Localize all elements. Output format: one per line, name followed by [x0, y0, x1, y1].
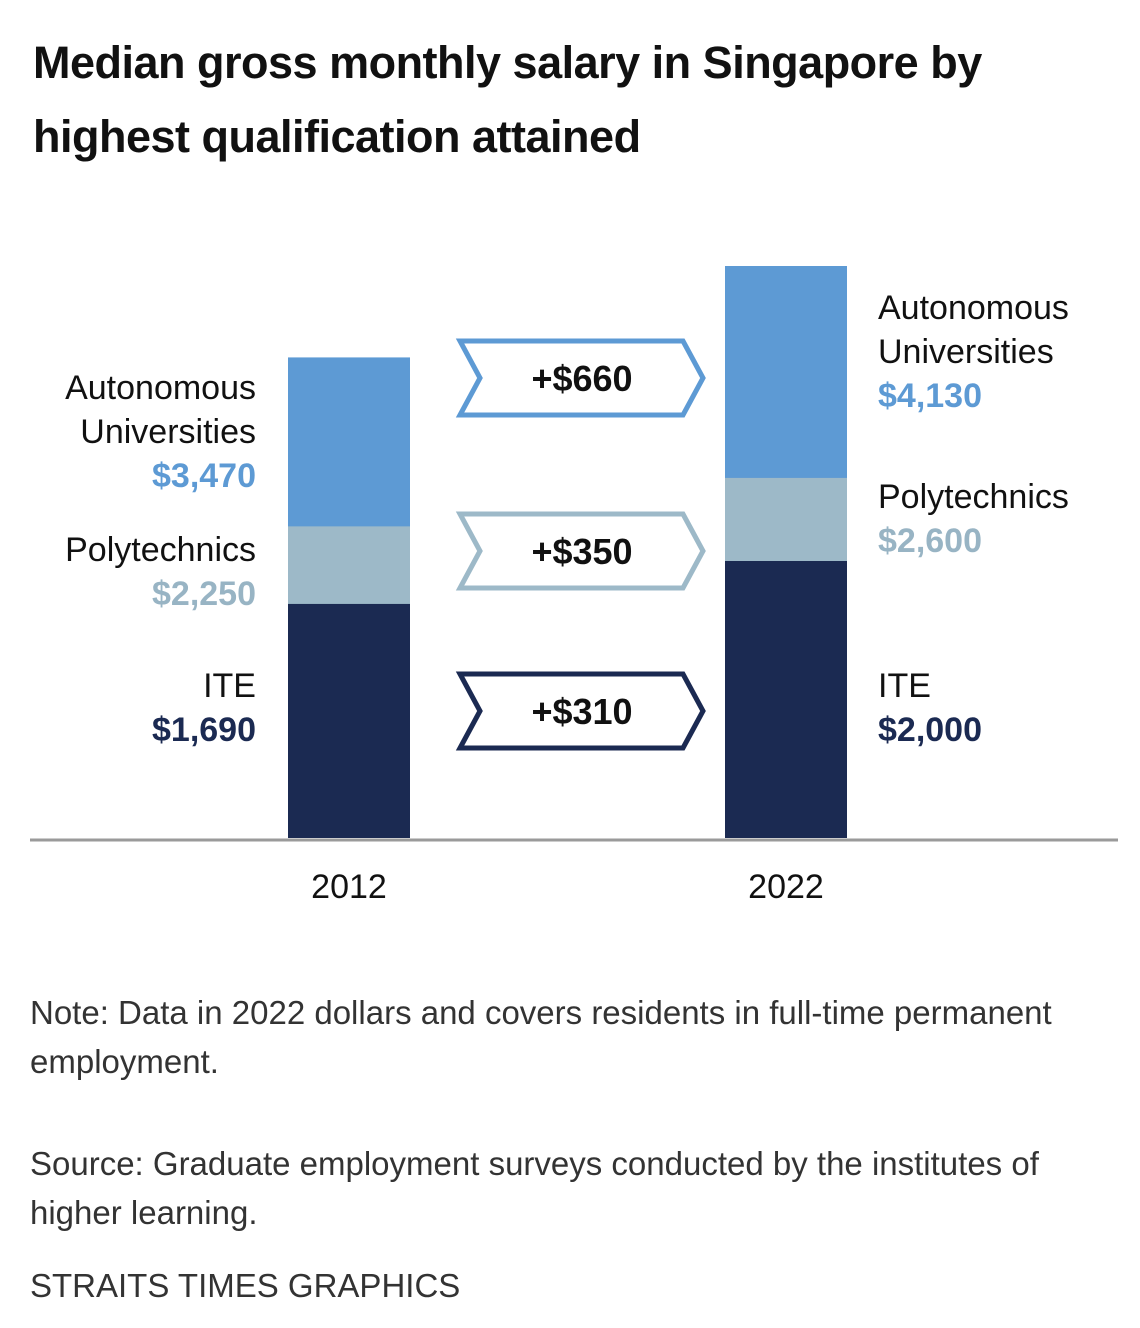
change-arrow [455, 671, 706, 751]
x-tick-label: 2012 [311, 868, 387, 906]
change-arrow [455, 338, 706, 418]
x-tick-label: 2022 [748, 868, 824, 906]
chart-title: Median gross monthly salary in Singapore… [33, 37, 982, 162]
legend-label: ITE [203, 667, 256, 705]
series-label: ITE $1,690 [6, 664, 256, 752]
legend-label: Polytechnics [878, 478, 1069, 516]
annotation: +$310 [531, 691, 632, 732]
bar [288, 603, 410, 838]
value-label: $1,690 [152, 711, 256, 749]
change-arrow [455, 511, 706, 591]
annotation: +$660 [531, 358, 632, 399]
series-label: Polytechnics $2,250 [6, 528, 256, 616]
annotation: +$350 [531, 531, 632, 572]
value-label: $4,130 [878, 377, 982, 415]
legend-label: Polytechnics [65, 531, 256, 569]
series-label: Polytechnics $2,600 [878, 475, 1128, 563]
legend-label: Autonomous Universities [65, 369, 256, 451]
value-label: $2,250 [152, 575, 256, 613]
chart: 2012 2022 +$660 +$350 +$310 [30, 266, 1118, 906]
legend-label: Autonomous Universities [878, 289, 1069, 371]
series-label: ITE $2,000 [878, 664, 1128, 752]
value-label: $2,600 [878, 522, 982, 560]
series-label: Autonomous Universities $3,470 [6, 366, 256, 498]
series-label: Autonomous Universities $4,130 [878, 286, 1128, 418]
bar [725, 561, 847, 838]
credit: STRAITS TIMES GRAPHICS [30, 1267, 461, 1304]
note: Note: Data in 2022 dollars and covers re… [30, 994, 1052, 1080]
source: Source: Graduate employment surveys cond… [30, 1145, 1039, 1231]
value-label: $2,000 [878, 711, 982, 749]
legend-label: ITE [878, 667, 931, 705]
value-label: $3,470 [152, 457, 256, 495]
